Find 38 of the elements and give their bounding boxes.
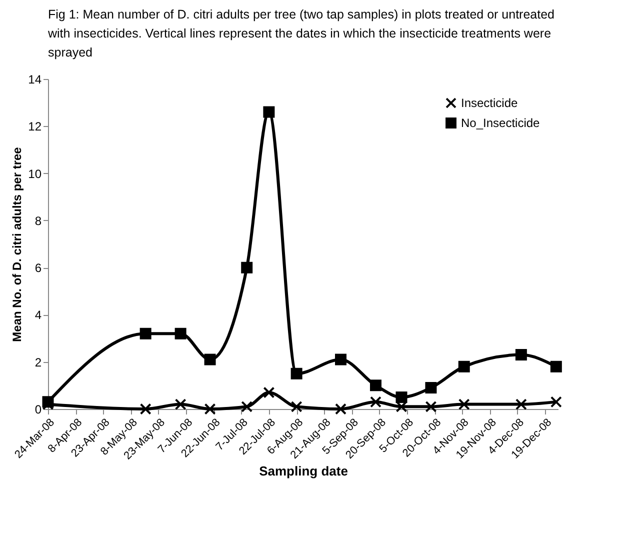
x-axis-title: Sampling date — [259, 463, 348, 478]
legend-label: Insecticide — [461, 96, 518, 110]
point — [263, 106, 275, 118]
point — [204, 354, 216, 366]
point — [550, 396, 562, 408]
point — [335, 403, 346, 415]
y-tick-label: 6 — [34, 261, 42, 276]
y-tick-label: 14 — [28, 72, 42, 86]
y-tick-label: 12 — [28, 120, 42, 134]
y-tick-label: 2 — [34, 355, 42, 370]
point — [370, 380, 382, 392]
point — [204, 403, 216, 415]
y-tick-label: 8 — [34, 214, 42, 228]
y-tick-label: 10 — [28, 166, 42, 181]
point — [140, 328, 152, 340]
point — [370, 396, 382, 408]
point — [515, 398, 527, 410]
point — [263, 386, 275, 398]
point — [140, 403, 152, 415]
point — [425, 400, 437, 412]
point — [241, 262, 253, 274]
legend-label: No_Insecticide — [461, 116, 540, 130]
point — [335, 354, 346, 366]
point — [515, 349, 527, 361]
point — [174, 328, 186, 340]
point — [458, 360, 470, 372]
point — [290, 368, 302, 380]
point — [241, 400, 253, 412]
point — [458, 398, 470, 410]
y-axis-title: Mean No. of D. citri adults per tree — [10, 146, 24, 342]
y-tick-label: 4 — [34, 308, 42, 322]
point — [290, 400, 302, 412]
point — [425, 382, 437, 394]
point — [396, 391, 408, 403]
chart-title: Fig 1: Mean number of D. citri adults per tree (two tap samples) in plots treated or untreated with insecticides. Vertical lines represent the dates in which the insecticide treatments were sprayed — [47, 8, 555, 60]
y-tick-label: 0 — [34, 402, 42, 416]
point — [550, 360, 562, 372]
point — [174, 398, 186, 410]
